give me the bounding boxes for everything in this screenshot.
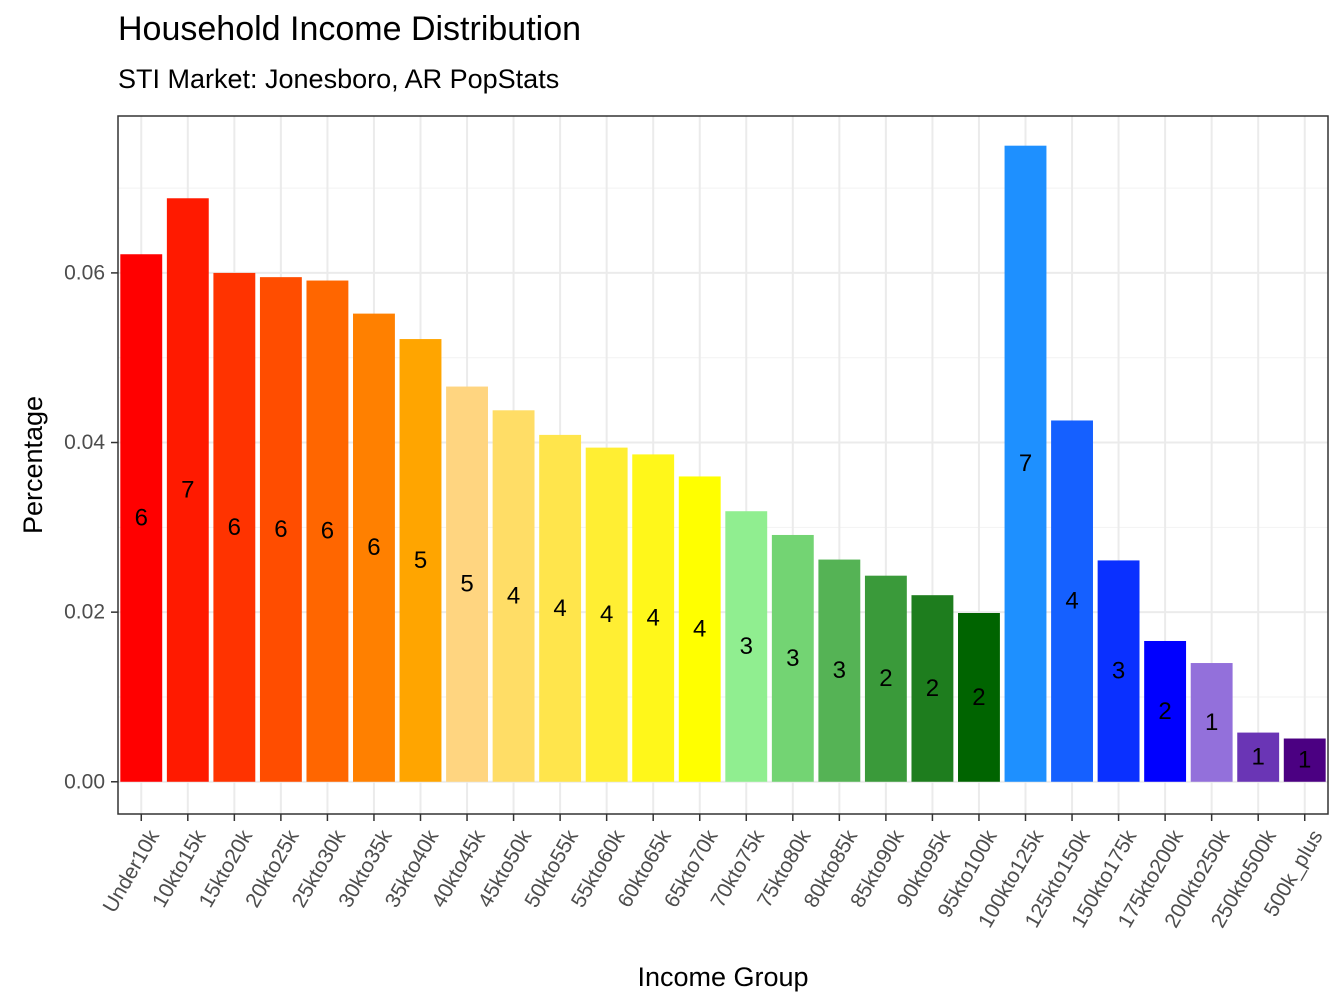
data-label: 6 xyxy=(228,514,241,541)
data-label: 6 xyxy=(135,505,148,532)
bar-10kto15k xyxy=(166,198,209,782)
bar-125kto150k xyxy=(1051,420,1093,782)
bar-Under10k xyxy=(120,254,163,782)
bar-75kto80k xyxy=(771,534,814,782)
data-label: 3 xyxy=(1112,658,1125,685)
data-label: 4 xyxy=(647,605,660,632)
data-label: 2 xyxy=(926,675,939,702)
data-label: 7 xyxy=(1019,450,1032,477)
data-label: 1 xyxy=(1252,744,1265,771)
bar-60kto65k xyxy=(632,454,675,782)
data-label: 1 xyxy=(1298,747,1311,774)
bar-200kto250k xyxy=(1190,663,1233,782)
data-label: 6 xyxy=(274,516,287,543)
data-label: 4 xyxy=(507,583,520,610)
data-label: 5 xyxy=(414,547,427,574)
bar-15kto20k xyxy=(213,272,256,782)
bar-150kto175k xyxy=(1097,560,1140,782)
data-label: 3 xyxy=(786,645,799,672)
bar-90kto95k xyxy=(911,595,954,782)
data-label: 1 xyxy=(1205,709,1218,736)
bar-45kto50k xyxy=(492,410,535,782)
y-tick-label: 0.04 xyxy=(64,431,105,454)
chart-title: Household Income Distribution xyxy=(118,10,582,48)
bar-65kto70k xyxy=(678,476,721,782)
bar-30kto35k xyxy=(353,313,395,782)
bar-250kto500k xyxy=(1237,732,1280,782)
data-label: 2 xyxy=(879,665,892,692)
data-label: 4 xyxy=(600,601,613,628)
data-label: 4 xyxy=(693,616,706,643)
bar-80kto85k xyxy=(818,559,861,782)
bar-55kto60k xyxy=(585,447,628,782)
bar-70kto75k xyxy=(725,511,768,782)
data-label: 3 xyxy=(833,657,846,684)
data-label: 2 xyxy=(972,684,985,711)
y-tick-label: 0.00 xyxy=(64,770,105,793)
x-axis-title: Income Group xyxy=(637,962,808,992)
data-label: 2 xyxy=(1158,698,1171,725)
bar-500k_plus xyxy=(1283,738,1326,782)
data-label: 3 xyxy=(740,633,753,660)
data-label: 4 xyxy=(553,595,566,622)
bar-175kto200k xyxy=(1144,640,1187,782)
chart-subtitle: STI Market: Jonesboro, AR PopStats xyxy=(118,64,560,94)
bar-40kto45k xyxy=(446,386,488,782)
y-tick-label: 0.02 xyxy=(64,601,105,624)
panel-border xyxy=(117,115,1329,815)
data-label: 5 xyxy=(460,571,473,598)
y-tick-label: 0.06 xyxy=(64,261,105,284)
bar-25kto30k xyxy=(306,280,349,782)
bar-95kto100k xyxy=(958,612,1000,782)
bar-35kto40k xyxy=(399,339,442,782)
data-label: 6 xyxy=(321,518,334,545)
bar-20kto25k xyxy=(259,277,302,782)
y-axis-title: Percentage xyxy=(18,396,48,534)
data-label: 4 xyxy=(1065,588,1078,615)
bar-85kto90k xyxy=(864,575,907,782)
bar-50kto55k xyxy=(539,434,582,782)
bar-100kto125k xyxy=(1004,145,1047,782)
data-label: 7 xyxy=(181,477,194,504)
data-label: 6 xyxy=(367,534,380,561)
